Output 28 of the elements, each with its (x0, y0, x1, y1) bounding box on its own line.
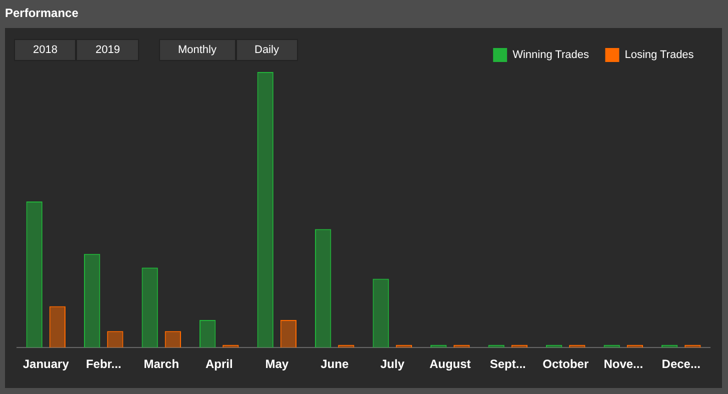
x-tick-label: April (205, 357, 233, 372)
x-tick-label: October (542, 357, 589, 372)
x-tick-label: Nove... (604, 357, 644, 372)
text: 2018 (14, 39, 76, 61)
text: Monthly (158, 39, 236, 61)
chart-title: Performance (5, 6, 78, 20)
legend-label: Winning Trades (512, 49, 590, 62)
bar (26, 202, 42, 348)
text: Daily (236, 39, 298, 61)
bar (314, 229, 332, 348)
x-tick-label: August (429, 357, 471, 372)
bar (257, 72, 274, 348)
legend-label: Losing Trades (624, 49, 694, 62)
text: 2019 (76, 39, 139, 61)
bar (142, 268, 158, 348)
x-tick-label: January (22, 357, 70, 372)
x-tick-label: Dece... (662, 357, 700, 372)
bar (372, 278, 389, 348)
x-tick-label: May (265, 357, 289, 372)
bar (84, 254, 100, 348)
bar (280, 320, 297, 348)
bar (199, 320, 216, 348)
x-tick-label: Sept... (490, 357, 526, 372)
bar (49, 306, 66, 348)
x-tick-label: July (380, 357, 405, 372)
x-tick-label: June (320, 357, 349, 372)
x-tick-label: March (144, 357, 180, 372)
x-tick-label: Febr... (86, 357, 122, 372)
